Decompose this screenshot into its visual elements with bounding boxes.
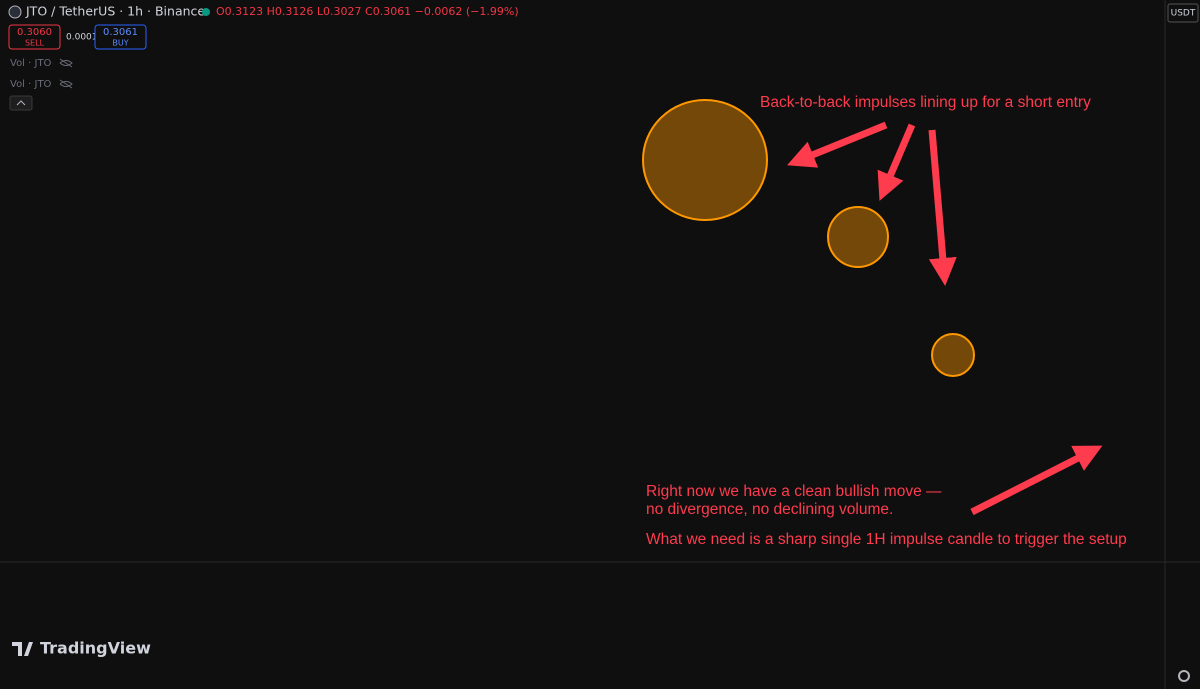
symbol: JTO / TetherUS · 1h · Binance	[25, 4, 205, 19]
ohlc: O0.3123 H0.3126 L0.3027 C0.3061 −0.0062 …	[216, 5, 519, 18]
indicator[interactable]: Vol · JTO	[10, 79, 52, 90]
arrow	[787, 121, 888, 168]
collapse-icon	[16, 100, 26, 106]
settings-icon[interactable]	[1178, 670, 1190, 682]
annotation: no divergence, no declining volume.	[646, 501, 893, 518]
symbol-icon	[8, 5, 22, 19]
currency-button[interactable]	[1167, 3, 1199, 23]
sell-button[interactable]	[8, 24, 61, 50]
annotation: What we need is a sharp single 1H impuls…	[646, 531, 1127, 548]
status-dot	[202, 8, 210, 16]
sell-label: SELL	[25, 39, 45, 48]
buy-button[interactable]	[94, 24, 147, 50]
indicator[interactable]: Vol · JTO	[10, 58, 52, 69]
hide-icon[interactable]	[59, 58, 73, 68]
collapse-button[interactable]	[9, 95, 33, 111]
currency: USDT	[1171, 9, 1196, 19]
logo	[12, 642, 33, 656]
arrow	[928, 129, 957, 286]
annotation: Back-to-back impulses lining up for a sh…	[760, 94, 1091, 111]
price-axis: USDT	[1164, 0, 1199, 689]
hide-icon[interactable]	[59, 79, 73, 89]
watermark-text: TradingView	[40, 639, 151, 658]
arrow	[877, 123, 916, 201]
highlight-circle	[642, 99, 768, 221]
annotation: Right now we have a clean bullish move —	[646, 483, 942, 500]
annotations: Back-to-back impulses lining up for a sh…	[642, 94, 1127, 548]
spread: 0.0001	[66, 33, 98, 43]
header: JTO / TetherUS · 1h · Binance O0.3123 H0…	[8, 4, 519, 111]
watermark: TradingView	[12, 639, 151, 658]
buy-price: 0.3061	[103, 27, 138, 38]
highlight-circle	[931, 333, 975, 377]
sell-price: 0.3060	[17, 27, 52, 38]
buy-label: BUY	[112, 39, 128, 48]
highlight-circle	[827, 206, 889, 268]
arrow	[970, 445, 1103, 516]
